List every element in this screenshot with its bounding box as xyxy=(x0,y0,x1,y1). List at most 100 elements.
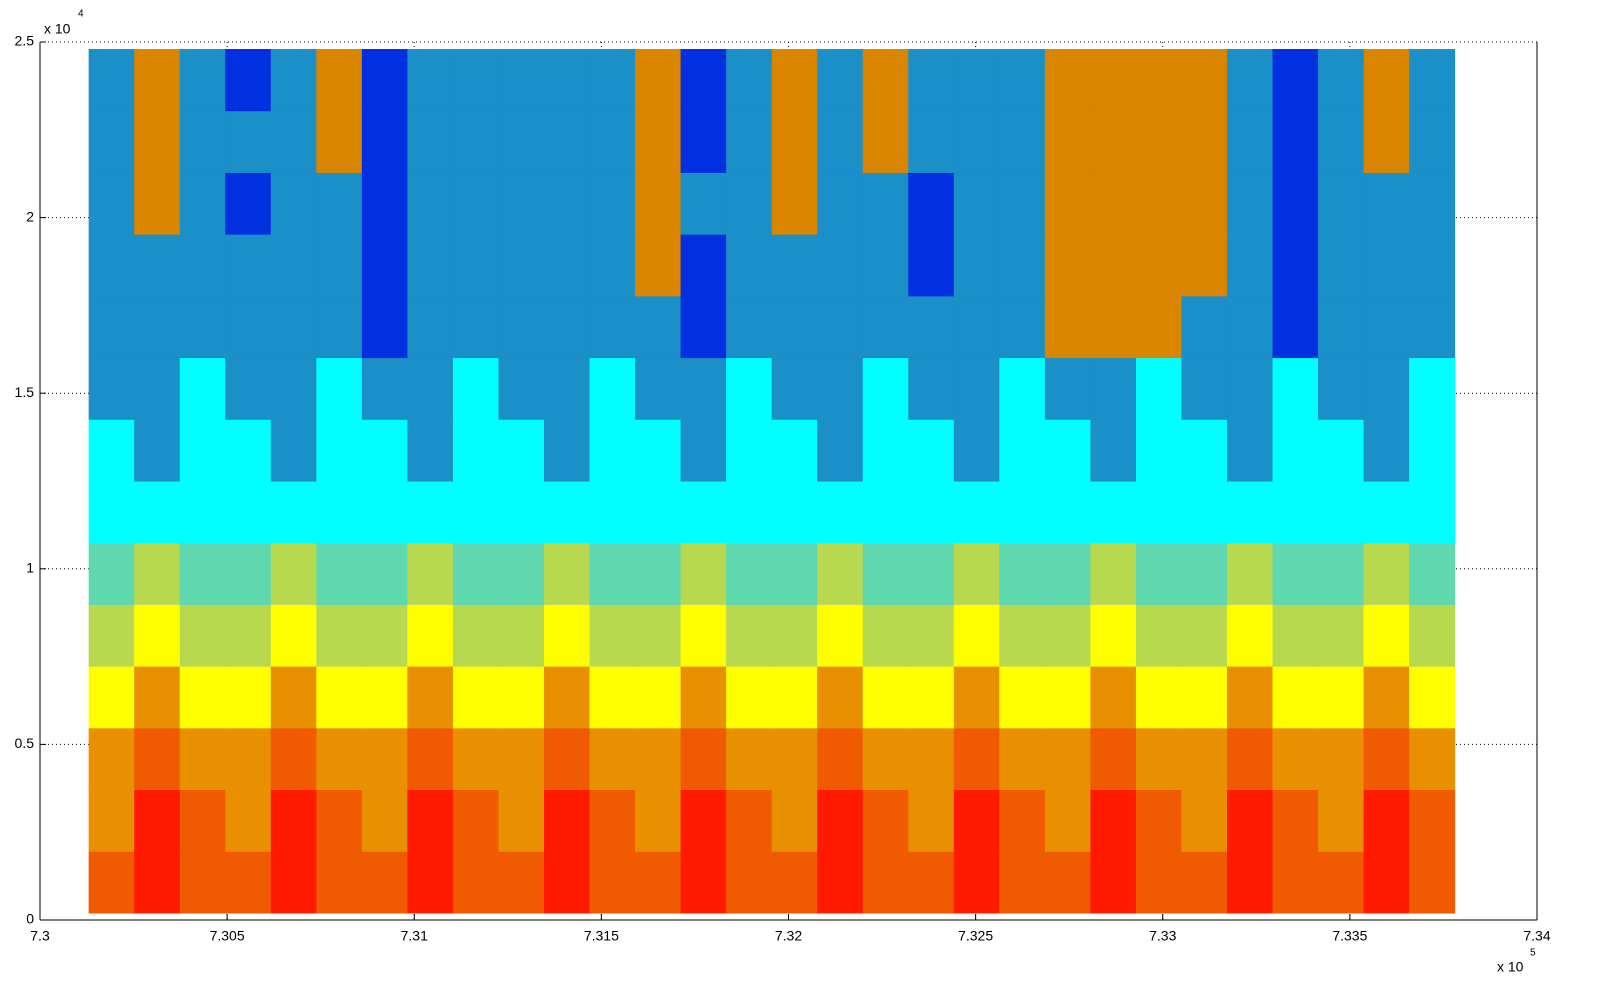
heat-cell xyxy=(635,604,682,667)
heat-cell xyxy=(1135,851,1182,914)
heat-cell xyxy=(134,727,181,791)
heat-cell xyxy=(817,542,864,605)
heat-cell xyxy=(1090,110,1137,173)
heat-cell xyxy=(498,234,545,297)
heat-cell xyxy=(771,542,818,605)
heat-cell xyxy=(817,295,864,359)
y-multiplier: x 10 xyxy=(44,21,71,37)
heat-cell xyxy=(543,789,591,852)
heat-cell xyxy=(1044,419,1091,482)
heat-cell xyxy=(1409,851,1456,914)
heat-cell xyxy=(680,419,727,482)
heat-cell xyxy=(1226,666,1274,729)
heat-cell xyxy=(817,234,864,297)
heat-cell xyxy=(1363,49,1410,112)
heat-cell xyxy=(361,295,408,359)
heat-cell xyxy=(225,110,272,173)
heat-cell xyxy=(1044,604,1091,667)
heat-cell xyxy=(225,851,272,914)
heat-cell xyxy=(1272,295,1319,359)
heat-cell xyxy=(908,234,955,297)
heat-cell xyxy=(589,789,636,852)
heat-cell xyxy=(771,851,818,914)
heat-cell xyxy=(635,481,682,544)
heat-cell xyxy=(270,419,317,482)
heat-cell xyxy=(635,357,682,420)
heat-cell xyxy=(862,172,909,235)
heat-cell xyxy=(1363,604,1410,667)
heat-cell xyxy=(179,172,226,235)
heat-cell xyxy=(771,481,818,544)
heat-cell xyxy=(225,419,272,482)
heat-cell xyxy=(88,295,135,359)
heat-cell xyxy=(589,666,636,729)
heat-cell xyxy=(680,172,727,235)
heat-cell xyxy=(134,481,181,544)
heat-cell xyxy=(1135,234,1182,297)
heat-cell xyxy=(407,851,454,914)
heat-cell xyxy=(1135,481,1182,544)
heat-cell xyxy=(134,234,181,297)
heat-cell xyxy=(543,481,591,544)
heat-cell xyxy=(1363,542,1410,605)
heat-cell xyxy=(635,295,682,359)
heat-cell xyxy=(1090,851,1137,914)
heat-cell xyxy=(1135,110,1182,173)
x-tick-label: 7.31 xyxy=(401,928,428,944)
heat-cell xyxy=(680,234,727,297)
heat-cell xyxy=(270,234,317,297)
heat-cell xyxy=(589,172,636,235)
heat-cell xyxy=(680,851,727,914)
heat-cell xyxy=(635,666,682,729)
heat-cell xyxy=(1135,604,1182,667)
heat-cell xyxy=(817,789,864,852)
heat-cell xyxy=(1226,542,1274,605)
heat-cell xyxy=(726,851,773,914)
heat-cell xyxy=(1181,49,1228,112)
heat-cell xyxy=(316,481,363,544)
heat-cell xyxy=(543,542,591,605)
heat-cell xyxy=(589,357,636,420)
heat-cell xyxy=(225,604,272,667)
heat-cell xyxy=(543,727,591,791)
heat-cell xyxy=(452,234,499,297)
heat-cell xyxy=(1318,604,1365,667)
heat-cell xyxy=(635,419,682,482)
x-tick-label: 7.34 xyxy=(1523,928,1550,944)
heat-cell xyxy=(1272,357,1319,420)
heat-cell xyxy=(1090,49,1137,112)
heat-cell xyxy=(316,851,363,914)
heat-cell xyxy=(726,604,773,667)
heat-cell xyxy=(1181,481,1228,544)
y-tick-label: 2.5 xyxy=(15,33,35,49)
heat-cell xyxy=(316,234,363,297)
heat-cell xyxy=(1409,49,1456,112)
heat-cell xyxy=(999,419,1046,482)
heat-cell xyxy=(726,172,773,235)
heat-cell xyxy=(1135,357,1182,420)
heat-cell xyxy=(316,542,363,605)
heat-cell xyxy=(1226,234,1274,297)
heat-cell xyxy=(771,604,818,667)
heat-cell xyxy=(1044,110,1091,173)
heat-cell xyxy=(88,851,135,914)
y-tick-label: 1.5 xyxy=(15,384,35,400)
heat-cell xyxy=(179,851,226,914)
heat-cell xyxy=(1090,481,1137,544)
heat-cell xyxy=(1409,789,1456,852)
heat-cell xyxy=(1226,419,1274,482)
heat-cell xyxy=(316,295,363,359)
heat-cell xyxy=(88,666,135,729)
heat-cell xyxy=(1272,110,1319,173)
heat-cell xyxy=(316,172,363,235)
heat-cell xyxy=(1363,295,1410,359)
heat-cell xyxy=(498,542,545,605)
heat-cell xyxy=(361,604,408,667)
heat-cell xyxy=(1226,727,1274,791)
heat-cell xyxy=(1090,234,1137,297)
heat-cell xyxy=(908,789,955,852)
heat-cell xyxy=(361,172,408,235)
heat-cell xyxy=(452,49,499,112)
heat-cell xyxy=(452,110,499,173)
heat-cell xyxy=(999,542,1046,605)
